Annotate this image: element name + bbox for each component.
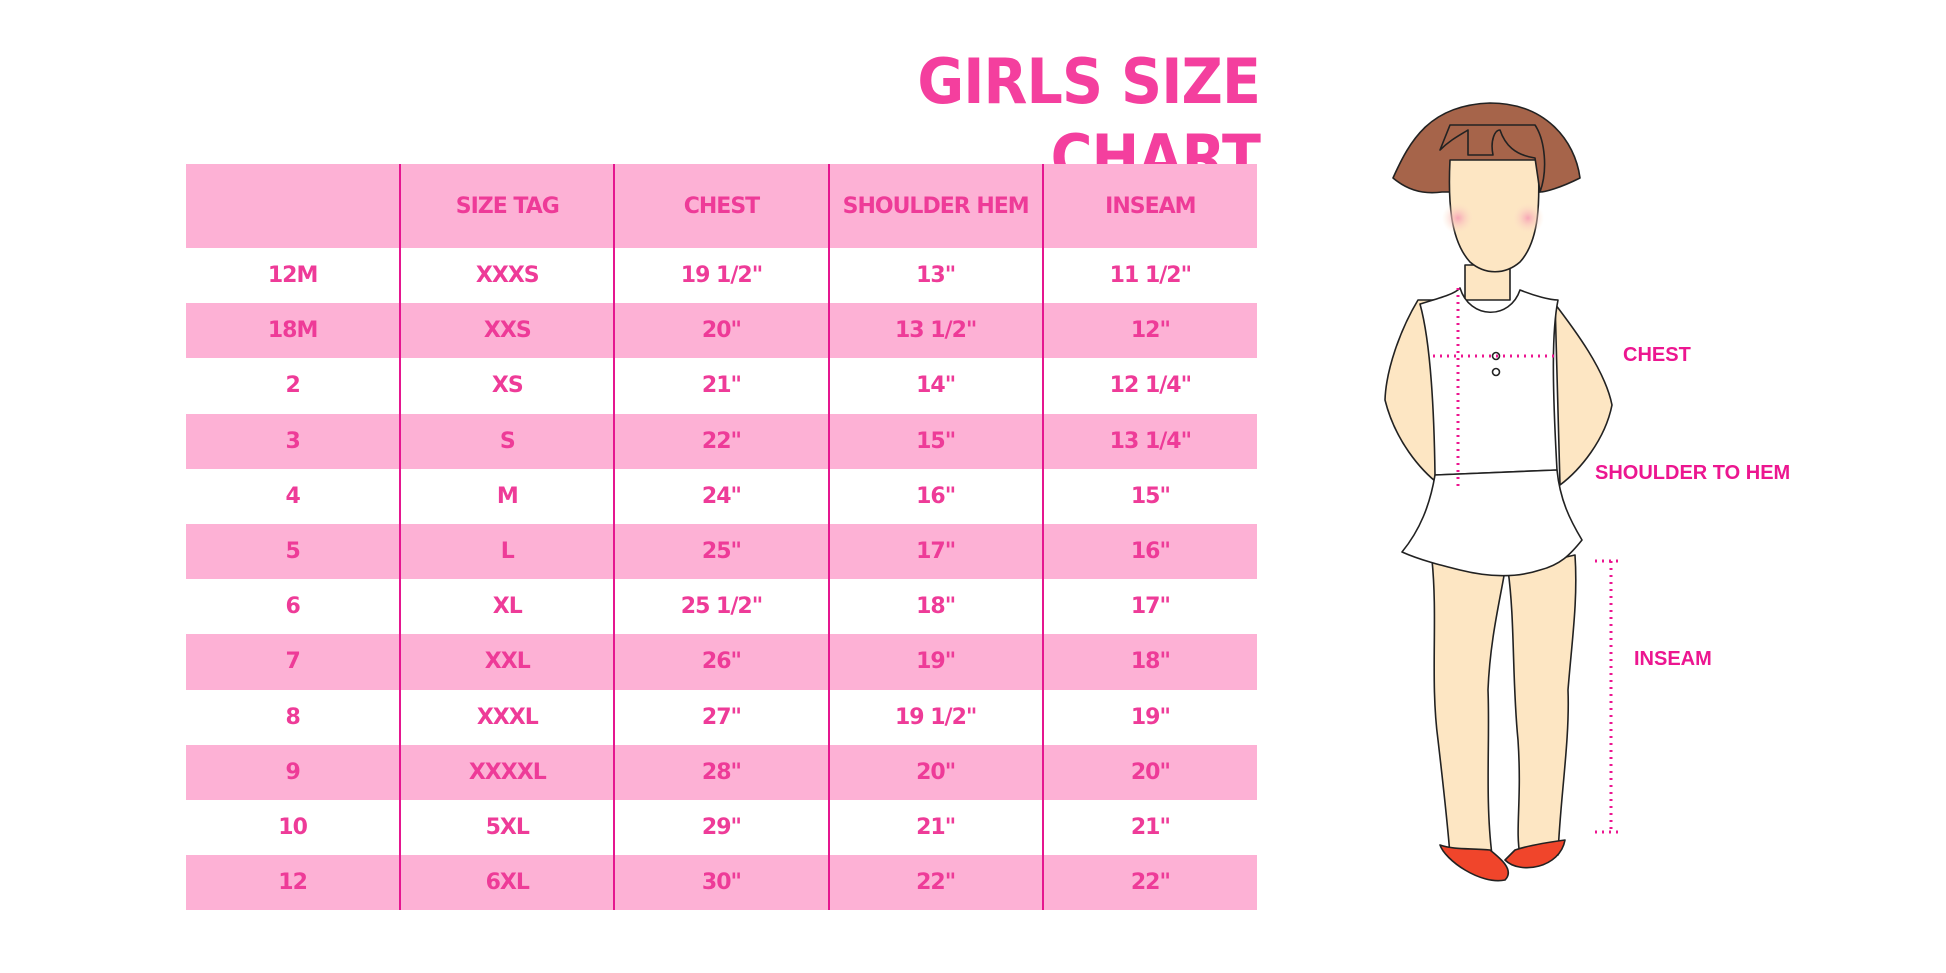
table-cell: 11 1/2" xyxy=(1041,248,1257,304)
table-cell: 3 xyxy=(186,413,401,469)
table-cell: 20" xyxy=(1041,744,1257,800)
table-row: 6 XL 25 1/2" 18" 17" xyxy=(186,579,1257,635)
table-row: 12M XXXS 19 1/2" 13" 11 1/2" xyxy=(186,248,1257,304)
header-cell: SIZE TAG xyxy=(399,164,615,248)
skirt xyxy=(1401,469,1583,577)
table-cell: XS xyxy=(399,358,615,414)
table-cell: XXXXL xyxy=(399,744,615,800)
table-header-row: SIZE TAG CHEST SHOULDER HEM INSEAM xyxy=(186,164,1257,248)
table-cell: 20" xyxy=(827,744,1043,800)
chest-label: CHEST xyxy=(1623,344,1691,366)
table-cell: 19 1/2" xyxy=(613,248,829,304)
table-cell: 15" xyxy=(1041,468,1257,524)
table-cell: 8 xyxy=(285,704,300,730)
table-cell: 25" xyxy=(613,523,829,580)
table-cell: 22" xyxy=(1041,855,1257,911)
table-row: 2 XS 21" 14" 12 1/4" xyxy=(186,358,1257,414)
table-cell: 18" xyxy=(827,579,1043,635)
header-cell xyxy=(186,164,401,248)
table-row: 12 6XL 30" 22" 22" xyxy=(186,855,1257,911)
table-row: 8 XXXL 27" 19 1/2" 19" xyxy=(186,689,1257,745)
table-cell: 5XL xyxy=(399,799,615,856)
table-cell: 13 1/4" xyxy=(1041,413,1257,469)
header-cell: INSEAM xyxy=(1041,164,1257,248)
table-cell: 27" xyxy=(613,689,829,745)
left-leg xyxy=(1431,559,1506,856)
table-cell: 5 xyxy=(186,523,401,580)
size-chart-table: SIZE TAG CHEST SHOULDER HEM INSEAM 12M XX… xyxy=(186,164,1257,911)
table-cell: 6XL xyxy=(399,855,615,911)
table-cell: 28" xyxy=(613,744,829,800)
table-cell: 19" xyxy=(827,634,1043,690)
table-cell: 2 xyxy=(285,373,300,399)
left-shoe-icon xyxy=(1439,844,1510,882)
header-cell: CHEST xyxy=(613,164,829,248)
table-cell: 12 xyxy=(186,855,401,911)
header-cell: SHOULDER HEM xyxy=(827,164,1043,248)
table-cell: 18" xyxy=(1041,634,1257,690)
table-row: 3 S 22" 15" 13 1/4" xyxy=(186,413,1257,469)
table-cell: XXL xyxy=(399,634,615,690)
table-row: 7 XXL 26" 19" 18" xyxy=(186,634,1257,690)
table-cell: 6 xyxy=(285,594,300,620)
table-row: 4 M 24" 16" 15" xyxy=(186,468,1257,524)
table-cell: 15" xyxy=(827,413,1043,469)
table-cell: 16" xyxy=(827,468,1043,524)
table-cell: 10 xyxy=(278,814,308,840)
table-row: 5 L 25" 17" 16" xyxy=(186,523,1257,580)
right-arm xyxy=(1551,299,1613,486)
table-cell: 22" xyxy=(827,855,1043,911)
table-cell: 18M xyxy=(186,303,401,359)
table-cell: 14" xyxy=(827,358,1043,414)
table-cell: 21" xyxy=(613,358,829,414)
table-row: 9 XXXXL 28" 20" 20" xyxy=(186,744,1257,800)
table-cell: 19" xyxy=(1041,689,1257,745)
table-row: 18M XXS 20" 13 1/2" 12" xyxy=(186,303,1257,359)
table-cell: 17" xyxy=(1041,579,1257,635)
table-cell: 13 1/2" xyxy=(827,303,1043,359)
table-row: 10 5XL 29" 21" 21" xyxy=(186,799,1257,856)
table-cell: XXS xyxy=(399,303,615,359)
page-title: GIRLS SIZE CHART xyxy=(917,45,1261,194)
shirt xyxy=(1419,287,1559,476)
table-cell: XXXS xyxy=(399,248,615,304)
right-shoe-icon xyxy=(1504,839,1566,869)
table-cell: 21" xyxy=(1041,799,1257,856)
table-cell: 7 xyxy=(186,634,401,690)
table-cell: 22" xyxy=(613,413,829,469)
left-arm xyxy=(1384,299,1441,486)
table-cell: 12M xyxy=(267,263,319,289)
table-cell: 16" xyxy=(1041,523,1257,580)
table-cell: XL xyxy=(399,579,615,635)
table-cell: 26" xyxy=(613,634,829,690)
inseam-label: INSEAM xyxy=(1634,648,1712,670)
table-cell: 9 xyxy=(186,744,401,800)
table-cell: 30" xyxy=(613,855,829,911)
table-cell: S xyxy=(399,413,615,469)
table-cell: 21" xyxy=(827,799,1043,856)
table-cell: 29" xyxy=(613,799,829,856)
table-cell: 25 1/2" xyxy=(613,579,829,635)
table-cell: L xyxy=(399,523,615,580)
shoulder-to-hem-label: SHOULDER TO HEM xyxy=(1595,462,1791,484)
table-cell: 12 1/4" xyxy=(1041,358,1257,414)
table-cell: 17" xyxy=(827,523,1043,580)
table-cell: 24" xyxy=(613,468,829,524)
table-cell: 20" xyxy=(613,303,829,359)
table-cell: 13" xyxy=(827,248,1043,304)
table-cell: 12" xyxy=(1041,303,1257,359)
table-cell: 4 xyxy=(285,483,300,509)
table-cell: 19 1/2" xyxy=(827,689,1043,745)
table-cell: XXXL xyxy=(399,689,615,745)
table-cell: M xyxy=(399,468,615,524)
right-leg xyxy=(1507,554,1577,856)
